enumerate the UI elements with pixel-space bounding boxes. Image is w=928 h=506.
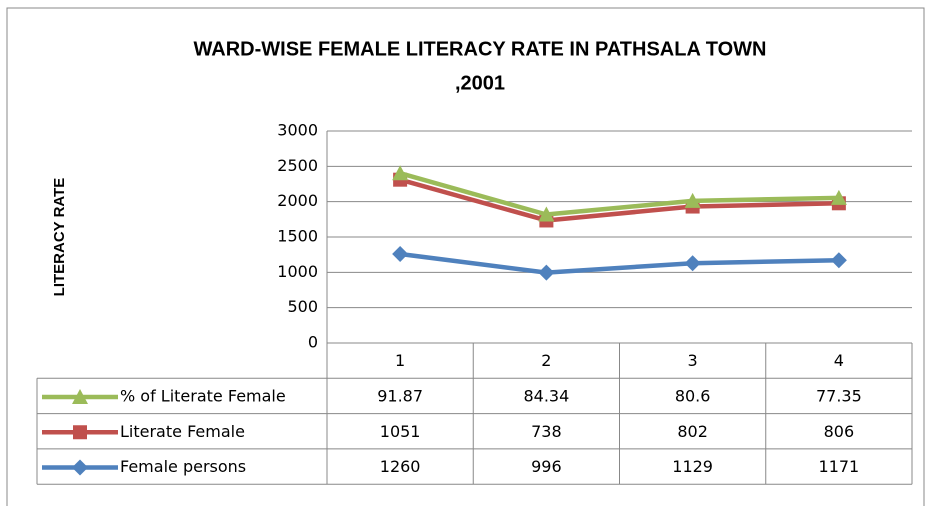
table-value: 802: [677, 422, 708, 441]
y-tick-label: 2000: [277, 191, 318, 210]
chart-border: [6, 7, 925, 506]
y-tick-label: 500: [287, 297, 318, 316]
series-line: [399, 177, 839, 223]
x-tick-label: 4: [834, 351, 844, 370]
marker: [684, 255, 701, 272]
table-value: 1051: [380, 422, 421, 441]
chart-title: WARD-WISE FEMALE LITERACY RATE IN PATHSA…: [194, 38, 767, 60]
marker: [830, 189, 847, 205]
table-value: 996: [531, 457, 562, 476]
chart-title: ,2001: [455, 72, 505, 94]
legend-label: % of Literate Female: [120, 386, 286, 405]
legend-label: Female persons: [120, 457, 246, 476]
table-value: 1260: [380, 457, 421, 476]
table-value: 77.35: [816, 386, 862, 405]
marker: [392, 165, 409, 181]
legend-label: Literate Female: [120, 422, 245, 441]
marker: [392, 245, 409, 262]
table-value: 84.34: [523, 386, 569, 405]
marker: [830, 252, 847, 269]
series-line: [399, 251, 839, 275]
marker: [684, 192, 701, 208]
marker: [73, 425, 87, 440]
x-tick-label: 2: [541, 351, 551, 370]
y-tick-label: 1500: [277, 227, 318, 246]
marker: [538, 206, 555, 222]
table-value: 1129: [672, 457, 713, 476]
series-line: [399, 171, 839, 217]
x-tick-label: 3: [688, 351, 698, 370]
table-value: 738: [531, 422, 562, 441]
table-value: 80.6: [675, 386, 711, 405]
table-value: 1171: [819, 457, 860, 476]
y-tick-label: 0: [308, 333, 318, 352]
y-axis-title: LITERACY RATE: [51, 178, 68, 297]
marker: [538, 264, 555, 281]
y-tick-label: 3000: [277, 121, 318, 140]
marker: [72, 459, 88, 476]
table-value: 91.87: [377, 386, 423, 405]
x-tick-label: 1: [395, 351, 405, 370]
table-value: 806: [824, 422, 855, 441]
marker: [72, 388, 88, 404]
y-tick-label: 2500: [277, 156, 318, 175]
y-tick-label: 1000: [277, 262, 318, 281]
